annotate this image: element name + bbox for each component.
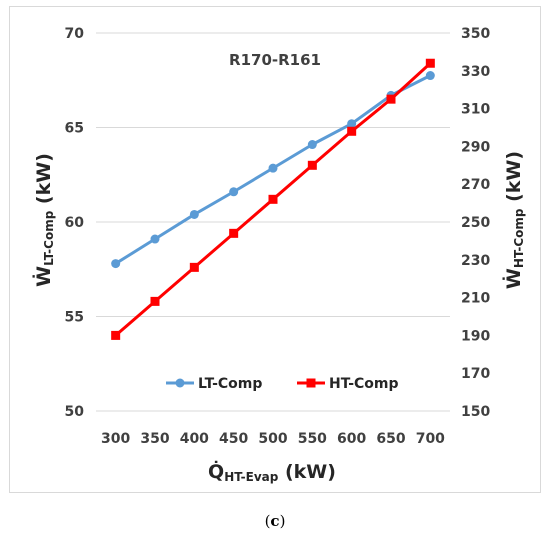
- data-point-lt-comp: [229, 187, 239, 197]
- x-tick-label: 500: [258, 431, 287, 447]
- x-tick-label: 400: [180, 431, 209, 447]
- data-point-lt-comp: [268, 163, 278, 173]
- left-y-axis-ticks: 50 55 60 65 70: [65, 26, 85, 420]
- x-axis-ticks: 300 350 400 450 500 550 600 650 700: [101, 431, 445, 447]
- legend: LT-Comp HT-Comp: [166, 376, 399, 392]
- data-point-ht-comp: [229, 228, 239, 238]
- data-point-lt-comp: [347, 119, 357, 129]
- right-tick-label: 290: [461, 139, 490, 155]
- left-tick-label: 65: [65, 121, 84, 137]
- x-axis-label: Q̇HT-Evap (kW): [208, 461, 336, 484]
- data-point-ht-comp: [111, 330, 121, 340]
- gridlines: [96, 32, 450, 412]
- right-axis-label: ẆHT-Comp (kW): [501, 151, 526, 289]
- chart-frame: [9, 6, 541, 493]
- data-point-ht-comp: [189, 262, 199, 272]
- data-point-lt-comp: [189, 209, 199, 219]
- data-point-ht-comp: [386, 94, 396, 104]
- series-layer: [111, 58, 435, 340]
- right-tick-label: 230: [461, 253, 490, 269]
- legend-ht-comp-marker: [306, 378, 316, 388]
- left-tick-label: 60: [65, 215, 85, 231]
- right-tick-label: 210: [461, 291, 490, 307]
- x-tick-label: 450: [219, 431, 248, 447]
- left-axis-label: ẆLT-Comp (kW): [31, 153, 56, 287]
- data-point-lt-comp: [425, 71, 435, 81]
- data-point-ht-comp: [347, 126, 357, 136]
- left-tick-label: 55: [65, 310, 84, 326]
- x-tick-label: 300: [101, 431, 130, 447]
- chart-title: R170-R161: [229, 51, 321, 69]
- legend-lt-comp-marker: [175, 378, 185, 388]
- left-tick-label: 70: [65, 26, 85, 42]
- right-tick-label: 350: [461, 26, 490, 42]
- right-tick-label: 330: [461, 64, 490, 80]
- data-point-ht-comp: [150, 296, 160, 306]
- right-tick-label: 190: [461, 328, 490, 344]
- data-point-lt-comp: [307, 140, 317, 150]
- figure-caption: (c): [265, 512, 286, 530]
- legend-lt-comp-label: LT-Comp: [198, 376, 262, 392]
- right-y-axis-ticks: 150 170 190 210 230 250 270 290 310 330 350: [461, 26, 490, 420]
- x-tick-label: 600: [337, 431, 366, 447]
- data-point-ht-comp: [307, 160, 317, 170]
- x-tick-label: 650: [376, 431, 405, 447]
- data-point-lt-comp: [150, 234, 160, 244]
- data-point-ht-comp: [425, 58, 435, 68]
- legend-ht-comp-label: HT-Comp: [329, 376, 399, 392]
- data-point-lt-comp: [111, 259, 121, 269]
- right-tick-label: 170: [461, 366, 490, 382]
- right-tick-label: 270: [461, 177, 490, 193]
- x-tick-label: 550: [298, 431, 327, 447]
- right-tick-label: 250: [461, 215, 490, 231]
- x-tick-label: 350: [140, 431, 169, 447]
- data-point-ht-comp: [268, 194, 278, 204]
- right-tick-label: 150: [461, 404, 490, 420]
- right-tick-label: 310: [461, 102, 490, 118]
- x-tick-label: 700: [416, 431, 445, 447]
- left-tick-label: 50: [65, 404, 85, 420]
